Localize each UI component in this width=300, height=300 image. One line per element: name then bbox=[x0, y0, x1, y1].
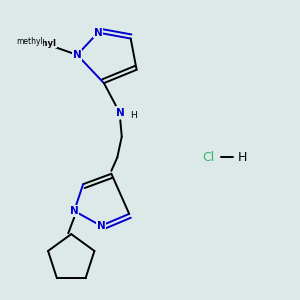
Text: N: N bbox=[73, 50, 82, 60]
Text: N: N bbox=[94, 28, 102, 38]
Text: methyl: methyl bbox=[23, 38, 56, 47]
Text: N: N bbox=[97, 221, 105, 231]
Text: methyl: methyl bbox=[40, 42, 45, 43]
Text: N: N bbox=[116, 108, 125, 118]
Text: N: N bbox=[70, 206, 79, 216]
Text: methyl: methyl bbox=[16, 37, 43, 46]
Text: Cl: Cl bbox=[202, 151, 214, 164]
Text: H: H bbox=[130, 111, 137, 120]
Text: methyl: methyl bbox=[42, 41, 47, 42]
Text: H: H bbox=[238, 151, 247, 164]
